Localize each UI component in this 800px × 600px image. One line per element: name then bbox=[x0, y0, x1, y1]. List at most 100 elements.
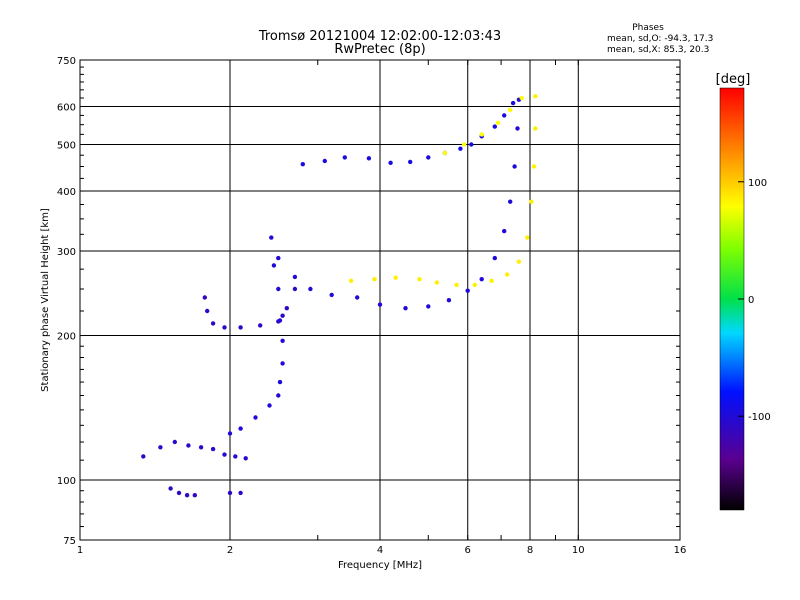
data-point bbox=[300, 162, 305, 167]
phase-stats-x: mean, sd,X: 85.3, 20.3 bbox=[607, 45, 709, 55]
y-tick-label: 200 bbox=[57, 332, 76, 343]
axis-ticks bbox=[80, 60, 680, 540]
data-point bbox=[308, 286, 313, 292]
data-point bbox=[388, 160, 393, 165]
data-point bbox=[426, 155, 431, 160]
tick-labels: 1 2 4 6 8 10 16 75 100 200 300 400 500 600 750 bbox=[57, 56, 686, 556]
data-point bbox=[168, 486, 173, 491]
data-point bbox=[280, 338, 285, 343]
data-point bbox=[277, 318, 283, 323]
data-point bbox=[519, 95, 524, 101]
data-point bbox=[533, 126, 538, 131]
data-point bbox=[276, 286, 281, 292]
y-tick-label: 600 bbox=[57, 103, 76, 114]
data-point bbox=[258, 323, 263, 328]
y-tick-label: 750 bbox=[57, 56, 76, 67]
data-point bbox=[284, 306, 289, 311]
x-tick-label: 8 bbox=[527, 545, 533, 556]
data-point bbox=[238, 325, 243, 330]
data-point bbox=[454, 282, 459, 288]
data-point bbox=[442, 150, 448, 156]
chart-subtitle: RwPretec (8p) bbox=[334, 42, 425, 57]
colorbar-tick-label: 0 bbox=[748, 295, 754, 306]
data-point bbox=[403, 306, 408, 311]
data-point bbox=[280, 313, 285, 318]
y-tick-label: 400 bbox=[57, 187, 76, 198]
data-point bbox=[141, 454, 146, 459]
colorbar-tick-label: 100 bbox=[748, 178, 767, 189]
data-point bbox=[525, 235, 530, 240]
data-point bbox=[233, 454, 238, 459]
y-axis-label: Stationary phase Virtual Height [km] bbox=[40, 208, 51, 392]
chart-title: Tromsø 20121004 12:02:00-12:03:43 bbox=[258, 29, 501, 44]
data-point bbox=[355, 295, 360, 300]
data-point bbox=[192, 493, 197, 498]
data-point bbox=[377, 302, 383, 307]
data-point bbox=[492, 255, 497, 261]
data-point bbox=[205, 308, 210, 314]
data-point bbox=[292, 274, 298, 280]
data-point bbox=[502, 228, 507, 234]
data-point bbox=[276, 255, 281, 261]
data-point bbox=[276, 393, 281, 398]
data-point bbox=[489, 278, 494, 283]
data-point bbox=[322, 158, 327, 164]
x-tick-label: 16 bbox=[674, 545, 687, 556]
data-point bbox=[465, 288, 470, 293]
data-point bbox=[269, 235, 274, 240]
data-point bbox=[366, 156, 372, 161]
data-point bbox=[227, 431, 233, 436]
y-tick-label: 500 bbox=[57, 141, 76, 152]
data-point bbox=[186, 443, 191, 448]
data-point bbox=[222, 452, 227, 457]
data-point bbox=[210, 446, 216, 452]
data-point bbox=[508, 107, 513, 113]
data-point bbox=[184, 493, 190, 498]
data-point bbox=[492, 124, 497, 129]
phase-stats-o: mean, sd,O: -94.3, 17.3 bbox=[607, 34, 713, 44]
data-point bbox=[461, 142, 467, 147]
x-tick-label: 4 bbox=[377, 545, 383, 556]
data-point bbox=[277, 379, 283, 385]
data-point bbox=[176, 490, 182, 496]
grid-lines bbox=[80, 60, 680, 540]
data-point bbox=[271, 263, 277, 268]
data-point bbox=[253, 415, 258, 420]
data-point bbox=[472, 282, 477, 288]
data-point bbox=[292, 286, 298, 292]
data-point bbox=[508, 199, 513, 204]
data-point bbox=[238, 426, 243, 431]
data-point bbox=[227, 490, 233, 496]
data-point bbox=[515, 126, 520, 131]
data-point bbox=[495, 120, 501, 126]
data-point bbox=[198, 445, 204, 450]
data-point bbox=[510, 100, 516, 106]
phase-stats-heading: Phases bbox=[632, 23, 664, 33]
data-point bbox=[238, 490, 243, 496]
data-point bbox=[222, 325, 227, 330]
data-point bbox=[172, 439, 177, 445]
x-tick-label: 2 bbox=[227, 545, 233, 556]
data-point bbox=[479, 132, 484, 137]
x-tick-label: 1 bbox=[77, 545, 83, 556]
data-point bbox=[372, 277, 377, 282]
data-point bbox=[342, 155, 347, 160]
data-point bbox=[426, 304, 431, 309]
y-tick-label: 100 bbox=[57, 476, 76, 487]
data-point bbox=[502, 113, 507, 118]
data-point bbox=[458, 146, 463, 151]
data-point bbox=[531, 164, 537, 169]
colorbar-label: [deg] bbox=[716, 72, 751, 87]
colorbar-ticks: 100 0 -100 bbox=[738, 178, 771, 423]
data-point bbox=[280, 361, 285, 366]
x-tick-label: 10 bbox=[572, 545, 585, 556]
data-point bbox=[516, 259, 522, 264]
data-point bbox=[348, 278, 354, 283]
data-point bbox=[512, 164, 517, 169]
x-axis-label: Frequency [MHz] bbox=[338, 560, 422, 571]
data-point bbox=[505, 272, 510, 277]
data-point bbox=[408, 159, 413, 165]
data-point bbox=[202, 295, 207, 300]
y-tick-label: 75 bbox=[63, 536, 76, 547]
data-point bbox=[329, 292, 334, 298]
